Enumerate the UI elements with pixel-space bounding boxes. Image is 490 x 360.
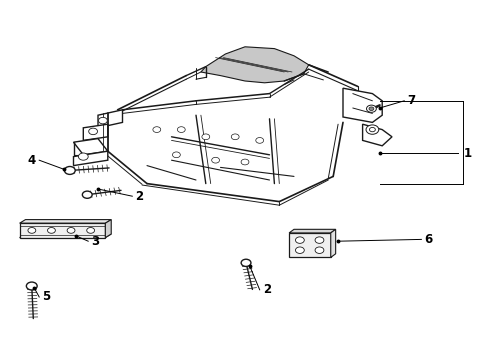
Polygon shape: [83, 124, 108, 140]
Text: 2: 2: [136, 190, 144, 203]
Circle shape: [212, 157, 220, 163]
Circle shape: [78, 153, 88, 160]
Circle shape: [87, 228, 95, 233]
Text: 4: 4: [28, 154, 36, 167]
Polygon shape: [201, 47, 309, 83]
Polygon shape: [289, 233, 331, 257]
Circle shape: [369, 107, 374, 111]
Polygon shape: [98, 110, 122, 128]
Circle shape: [98, 117, 107, 124]
Circle shape: [172, 152, 180, 158]
Circle shape: [177, 127, 185, 132]
Circle shape: [48, 228, 55, 233]
Polygon shape: [289, 229, 336, 233]
Polygon shape: [363, 124, 392, 146]
Circle shape: [295, 247, 304, 253]
Circle shape: [241, 259, 251, 266]
Text: 6: 6: [425, 233, 433, 246]
Polygon shape: [343, 88, 382, 122]
Circle shape: [67, 228, 75, 233]
Text: 3: 3: [92, 235, 99, 248]
Circle shape: [202, 134, 210, 140]
Circle shape: [153, 127, 161, 132]
Text: 2: 2: [263, 283, 271, 296]
Circle shape: [26, 282, 37, 290]
Circle shape: [89, 128, 98, 135]
Circle shape: [295, 237, 304, 243]
Circle shape: [315, 247, 324, 253]
Circle shape: [367, 105, 376, 112]
Circle shape: [366, 125, 379, 134]
Circle shape: [369, 127, 375, 132]
Polygon shape: [74, 139, 108, 155]
Circle shape: [82, 191, 92, 198]
Polygon shape: [20, 234, 111, 238]
Text: 7: 7: [408, 94, 416, 107]
Polygon shape: [331, 229, 336, 257]
Circle shape: [231, 134, 239, 140]
Polygon shape: [20, 220, 111, 223]
Circle shape: [315, 237, 324, 243]
Text: 1: 1: [464, 147, 472, 159]
Circle shape: [256, 138, 264, 143]
Polygon shape: [105, 220, 111, 238]
Text: 5: 5: [43, 291, 50, 303]
Polygon shape: [20, 223, 105, 238]
Circle shape: [241, 159, 249, 165]
Circle shape: [65, 166, 75, 174]
Polygon shape: [74, 151, 108, 166]
Circle shape: [28, 228, 36, 233]
